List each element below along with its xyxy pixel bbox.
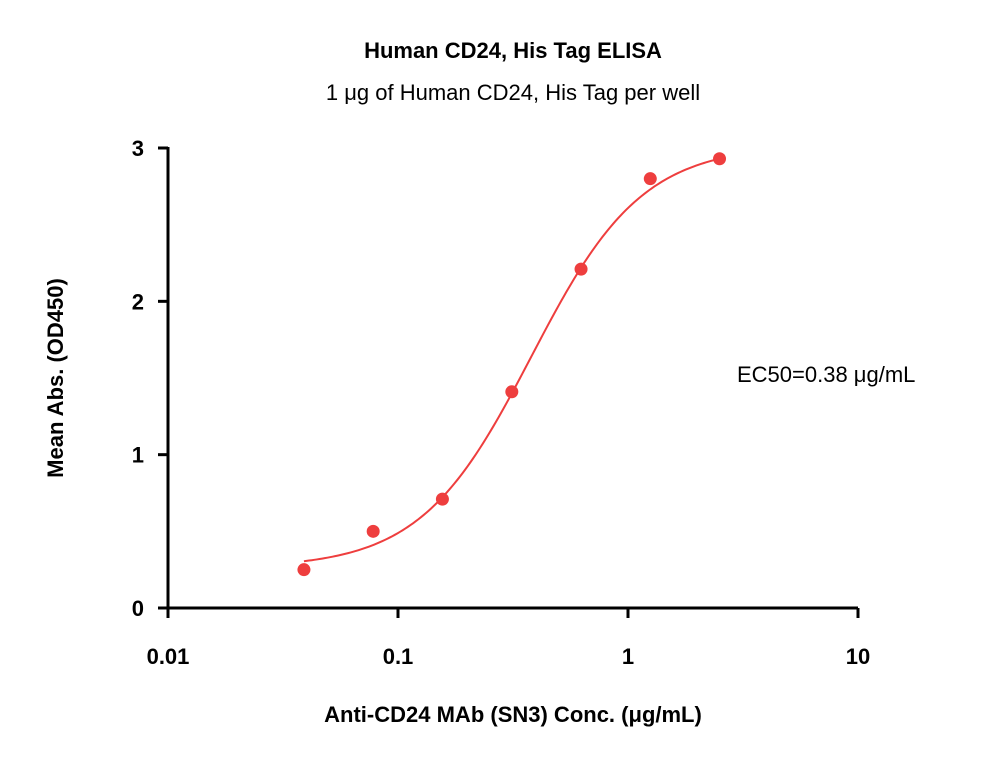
x-tick-label: 0.1	[383, 644, 414, 669]
fit-curve	[303, 157, 720, 563]
data-point	[643, 172, 657, 186]
x-axis-label: Anti-CD24 MAb (SN3) Conc. (μg/mL)	[324, 702, 702, 727]
y-axis-label: Mean Abs. (OD450)	[43, 278, 68, 478]
data-point	[505, 385, 519, 399]
ec50-annotation: EC50=0.38 μg/mL	[737, 362, 915, 387]
data-points	[297, 152, 727, 577]
y-tick-label: 1	[132, 443, 144, 468]
data-point	[366, 524, 380, 538]
data-point	[713, 152, 727, 166]
data-point	[574, 262, 588, 276]
y-axis-ticks: 0 1 2 3	[132, 136, 168, 621]
x-axis-ticks: 0.01 0.1 1 10	[147, 608, 870, 669]
y-tick-label: 2	[132, 289, 144, 314]
x-tick-label: 10	[846, 644, 870, 669]
x-tick-label: 0.01	[147, 644, 190, 669]
x-tick-label: 1	[622, 644, 634, 669]
y-tick-label: 3	[132, 136, 144, 161]
chart-title: Human CD24, His Tag ELISA	[364, 38, 662, 63]
data-point	[297, 563, 311, 577]
chart-subtitle: 1 μg of Human CD24, His Tag per well	[326, 80, 700, 105]
y-tick-label: 0	[132, 596, 144, 621]
data-point	[435, 492, 449, 506]
